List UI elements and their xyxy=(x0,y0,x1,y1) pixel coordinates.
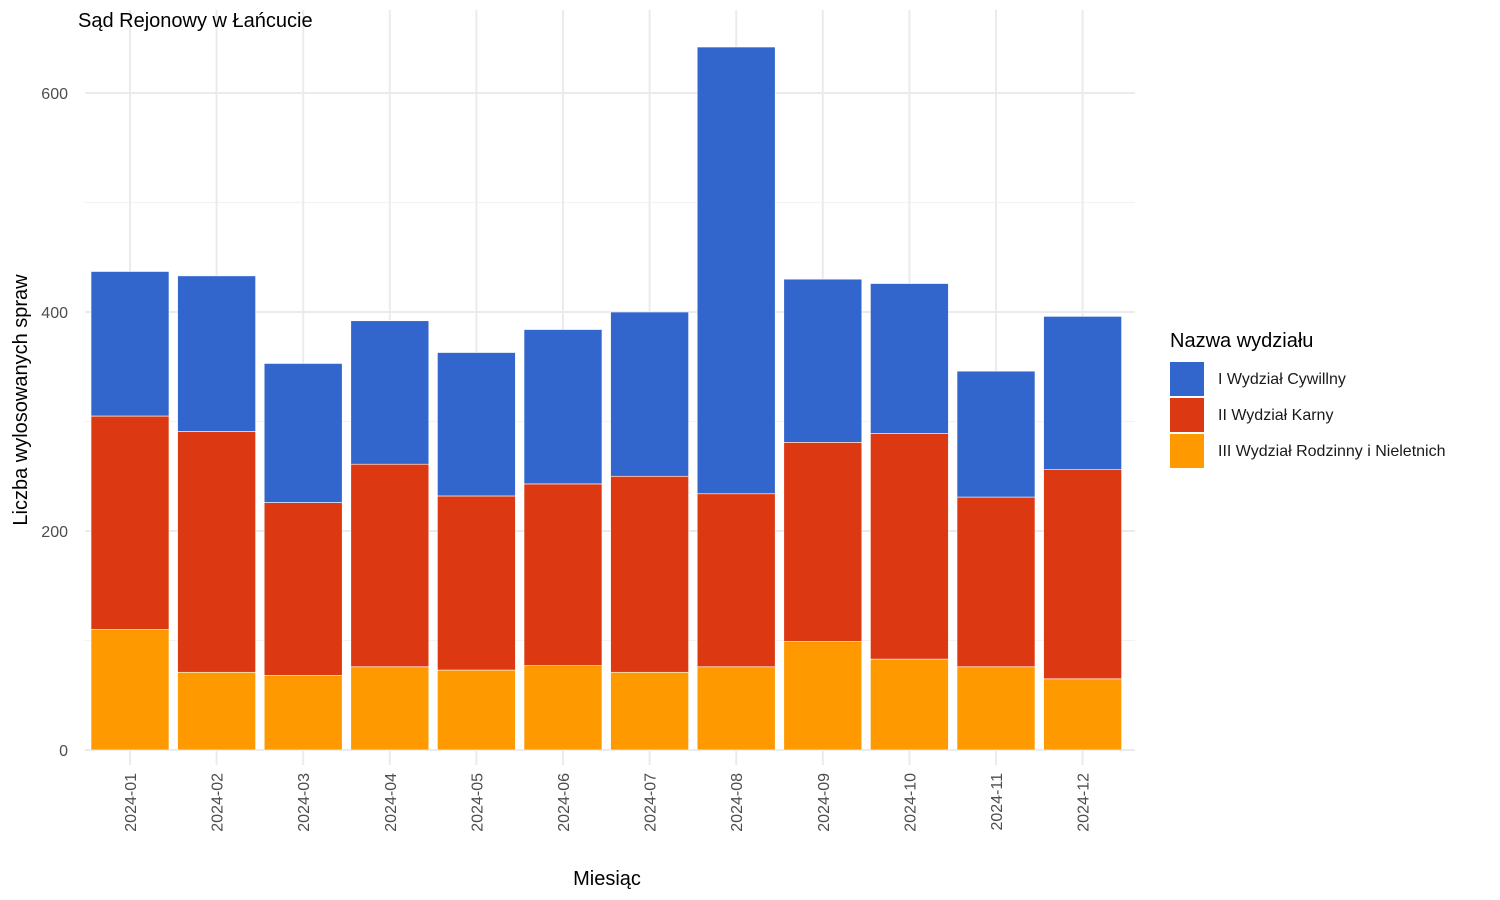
bar-segment xyxy=(783,442,863,642)
bar-segment xyxy=(263,675,343,751)
legend-label: III Wydział Rodzinny i Nieletnich xyxy=(1218,443,1446,460)
bar-segment xyxy=(263,502,343,676)
bar-segment xyxy=(610,475,689,673)
y-tick-label: 400 xyxy=(41,305,68,322)
legend: Nazwa wydziału I Wydział Cywillny II Wydz… xyxy=(1170,330,1446,468)
bar-segment xyxy=(870,658,949,751)
legend-swatch xyxy=(1170,398,1204,432)
bar-segment xyxy=(350,666,430,751)
y-tick-label: 600 xyxy=(41,86,68,103)
y-axis-title: Liczba wylosowanych spraw xyxy=(10,274,32,526)
bars xyxy=(90,46,1122,751)
bar-segment xyxy=(90,629,170,751)
bar-segment xyxy=(696,493,776,668)
bar-segment xyxy=(956,370,1036,498)
x-axis-title: Miesiąc xyxy=(573,868,641,890)
x-tick-label: 2024-06 xyxy=(556,773,573,832)
x-tick-label: 2024-03 xyxy=(296,773,313,832)
x-axis-ticks: 2024-01 2024-02 2024-03 2024-04 2024-05 2024-… xyxy=(123,773,1093,832)
chart-title: Sąd Rejonowy w Łańcucie xyxy=(78,10,313,32)
x-tick-label: 2024-02 xyxy=(210,773,227,832)
x-tick-label: 2024-10 xyxy=(902,773,919,832)
x-tick-label: 2024-07 xyxy=(643,773,660,832)
legend-title: Nazwa wydziału xyxy=(1170,330,1313,352)
legend-label: I Wydział Cywillny xyxy=(1218,371,1346,388)
bar-segment xyxy=(177,275,256,432)
bar-segment xyxy=(437,495,516,671)
bar-segment xyxy=(783,641,863,751)
x-tick-label: 2024-04 xyxy=(383,773,400,832)
bar-segment xyxy=(696,666,776,751)
bar-segment xyxy=(870,433,949,660)
bar-segment xyxy=(956,666,1036,751)
y-tick-label: 200 xyxy=(41,524,68,541)
bar-segment xyxy=(177,671,256,751)
bar-segment xyxy=(523,483,603,666)
bar-segment xyxy=(696,46,776,495)
bar-segment xyxy=(1043,678,1122,751)
bar-segment xyxy=(1043,316,1122,470)
bar-segment xyxy=(523,665,603,751)
bar-segment xyxy=(437,352,516,497)
legend-label: II Wydział Karny xyxy=(1218,407,1333,424)
bar-segment xyxy=(610,671,689,751)
bar-segment xyxy=(437,669,516,751)
legend-swatch xyxy=(1170,362,1204,396)
x-tick-label: 2024-11 xyxy=(989,773,1006,831)
x-tick-label: 2024-05 xyxy=(469,773,486,832)
x-tick-label: 2024-08 xyxy=(729,773,746,832)
bar-segment xyxy=(350,463,430,668)
x-tick-label: 2024-12 xyxy=(1076,773,1093,832)
bar-segment xyxy=(870,283,949,434)
x-tick-label: 2024-09 xyxy=(816,773,833,832)
bar-segment xyxy=(177,431,256,673)
bar-segment xyxy=(350,320,430,465)
bar-segment xyxy=(783,278,863,443)
legend-swatch xyxy=(1170,434,1204,468)
legend-items: I Wydział Cywillny II Wydział Karny III Wy… xyxy=(1170,362,1446,468)
bar-segment xyxy=(523,329,603,485)
bar-segment xyxy=(263,363,343,503)
bar-segment xyxy=(1043,469,1122,680)
x-tick-label: 2024-01 xyxy=(123,773,140,832)
y-tick-label: 0 xyxy=(59,743,68,760)
y-axis-ticks: 0 200 400 600 xyxy=(41,86,68,760)
bar-segment xyxy=(610,311,689,477)
bar-segment xyxy=(90,271,170,417)
bar-segment xyxy=(90,415,170,630)
bar-segment xyxy=(956,496,1036,668)
